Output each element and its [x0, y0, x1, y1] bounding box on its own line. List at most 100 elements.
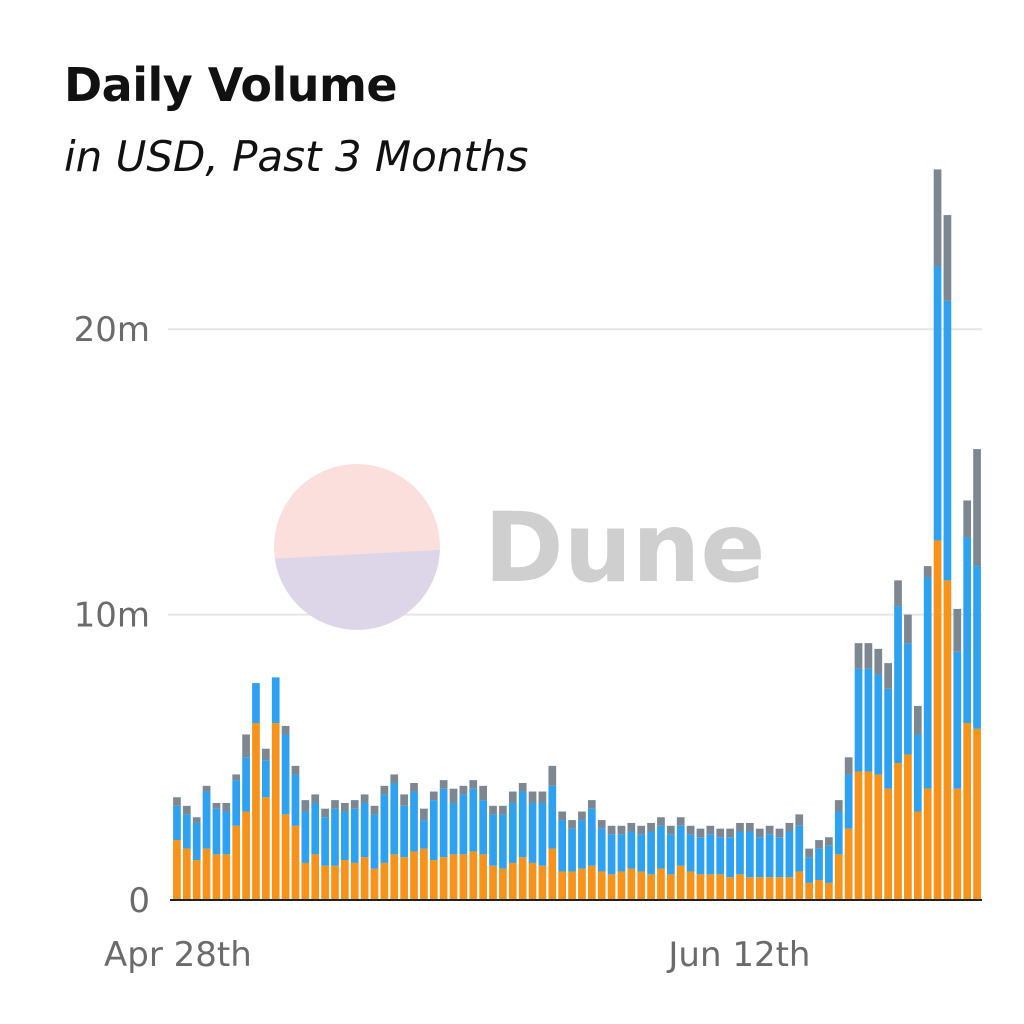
bar-segment-series-1 — [726, 837, 734, 878]
bar-segment-series-1 — [350, 808, 359, 863]
bar-segment-series-0 — [410, 851, 418, 900]
bar-segment-series-1 — [746, 831, 754, 878]
bar-segment-series-2 — [400, 794, 408, 806]
bar-segment-series-2 — [528, 791, 537, 803]
bar-segment-series-0 — [973, 728, 981, 900]
bar-segment-series-2 — [874, 648, 883, 675]
bar-segment-series-2 — [805, 848, 813, 858]
bar-segment-series-1 — [360, 802, 369, 858]
bar-segment-series-2 — [261, 748, 270, 761]
bar-segment-series-1 — [686, 834, 695, 872]
bar-segment-series-1 — [894, 606, 902, 764]
bar-segment-series-0 — [182, 848, 191, 900]
bar-segment-series-0 — [647, 874, 655, 900]
bar-segment-series-0 — [341, 860, 349, 900]
bar-segment-series-0 — [587, 865, 596, 900]
bar-segment-series-0 — [469, 851, 478, 900]
bar-segment-series-2 — [449, 788, 458, 803]
bar-segment-series-2 — [597, 820, 606, 829]
bar-segment-series-2 — [202, 785, 211, 792]
bar-segment-series-2 — [489, 805, 497, 815]
bar-segment-series-0 — [864, 771, 873, 900]
bar-segment-series-0 — [607, 874, 616, 900]
bar-segment-series-0 — [281, 814, 290, 900]
bar-segment-series-0 — [627, 868, 636, 900]
bar-segment-series-2 — [508, 791, 517, 803]
bar-segment-series-2 — [844, 757, 853, 775]
bar-segment-series-0 — [261, 797, 270, 900]
bar-segment-series-1 — [222, 811, 231, 855]
bar-segment-series-0 — [597, 871, 606, 900]
bar-segment-series-0 — [331, 865, 339, 900]
bar-segment-series-1 — [706, 834, 715, 875]
bar-segment-series-1 — [657, 825, 665, 869]
bar-segment-series-0 — [716, 874, 725, 900]
bar-segment-series-1 — [489, 814, 497, 866]
bar-segment-series-0 — [746, 877, 754, 900]
bar-segment-series-1 — [281, 734, 290, 815]
bar-segment-series-0 — [558, 871, 567, 900]
bar-segment-series-2 — [716, 828, 725, 838]
bar-segment-series-0 — [785, 877, 794, 900]
dune-logo-lower-icon — [274, 549, 440, 630]
bar-segment-series-2 — [587, 800, 596, 809]
bar-segment-series-2 — [459, 785, 468, 795]
bar-segment-series-2 — [647, 822, 655, 832]
bar-segment-series-2 — [795, 814, 804, 826]
bar-segment-series-2 — [746, 822, 754, 832]
bar-segment-series-0 — [805, 882, 813, 900]
bar-segment-series-1 — [202, 791, 211, 849]
bar-segment-series-2 — [568, 820, 576, 829]
bar-segment-series-2 — [538, 791, 547, 803]
bar-segment-series-1 — [943, 300, 952, 581]
bar-segment-series-2 — [834, 800, 843, 812]
bar-segment-series-1 — [953, 651, 962, 789]
bar-segment-series-0 — [775, 877, 784, 900]
bar-segment-series-0 — [380, 862, 389, 900]
bar-segment-series-1 — [963, 537, 972, 724]
bar-segment-series-1 — [844, 774, 853, 829]
bar-segment-series-2 — [825, 837, 833, 846]
bar-segment-series-0 — [439, 857, 448, 900]
bar-segment-series-0 — [202, 848, 211, 900]
bar-segment-series-0 — [528, 862, 537, 900]
bar-segment-series-1 — [607, 834, 616, 875]
bar-segment-series-1 — [933, 266, 942, 541]
bar-segment-series-0 — [291, 825, 300, 900]
bar-segment-series-2 — [390, 774, 399, 783]
bar-segment-series-2 — [726, 828, 734, 838]
bar-segment-series-0 — [311, 854, 320, 900]
bar-segment-series-0 — [459, 854, 468, 900]
bar-segment-series-2 — [301, 800, 310, 812]
bar-segment-series-0 — [173, 840, 181, 900]
bar-segment-series-1 — [558, 820, 567, 872]
bar-segment-series-1 — [173, 805, 181, 841]
y-tick-label: 10m — [74, 596, 150, 636]
bar-segment-series-2 — [350, 800, 359, 809]
bar-segment-series-0 — [726, 877, 734, 900]
bar-segment-series-2 — [696, 828, 705, 838]
bar-segment-series-2 — [173, 797, 181, 806]
bar-segment-series-2 — [380, 785, 389, 795]
bar-segment-series-1 — [271, 677, 280, 724]
bar-segment-series-1 — [538, 802, 547, 866]
bar-segment-series-0 — [933, 540, 942, 900]
bar-segment-series-2 — [953, 608, 962, 652]
bar-segment-series-1 — [212, 808, 221, 855]
bar-segment-series-0 — [499, 868, 507, 900]
bar-segment-series-2 — [676, 817, 685, 826]
bar-segment-series-2 — [518, 782, 527, 792]
bar-segment-series-1 — [390, 782, 399, 855]
bar-segment-series-2 — [904, 614, 912, 644]
chart-title: Daily Volume — [64, 58, 398, 112]
bar-segment-series-2 — [933, 169, 942, 267]
bar-segment-series-0 — [568, 871, 576, 900]
bar-segment-series-2 — [360, 794, 369, 803]
x-tick-labels: Apr 28th Jun 12th — [104, 935, 810, 975]
bar-segment-series-1 — [291, 774, 300, 826]
bar-segment-series-2 — [617, 825, 626, 835]
bar-segment-series-2 — [578, 811, 586, 821]
bar-segment-series-1 — [410, 791, 418, 852]
bar-segment-series-0 — [884, 788, 893, 900]
bar-segment-series-2 — [429, 791, 438, 801]
